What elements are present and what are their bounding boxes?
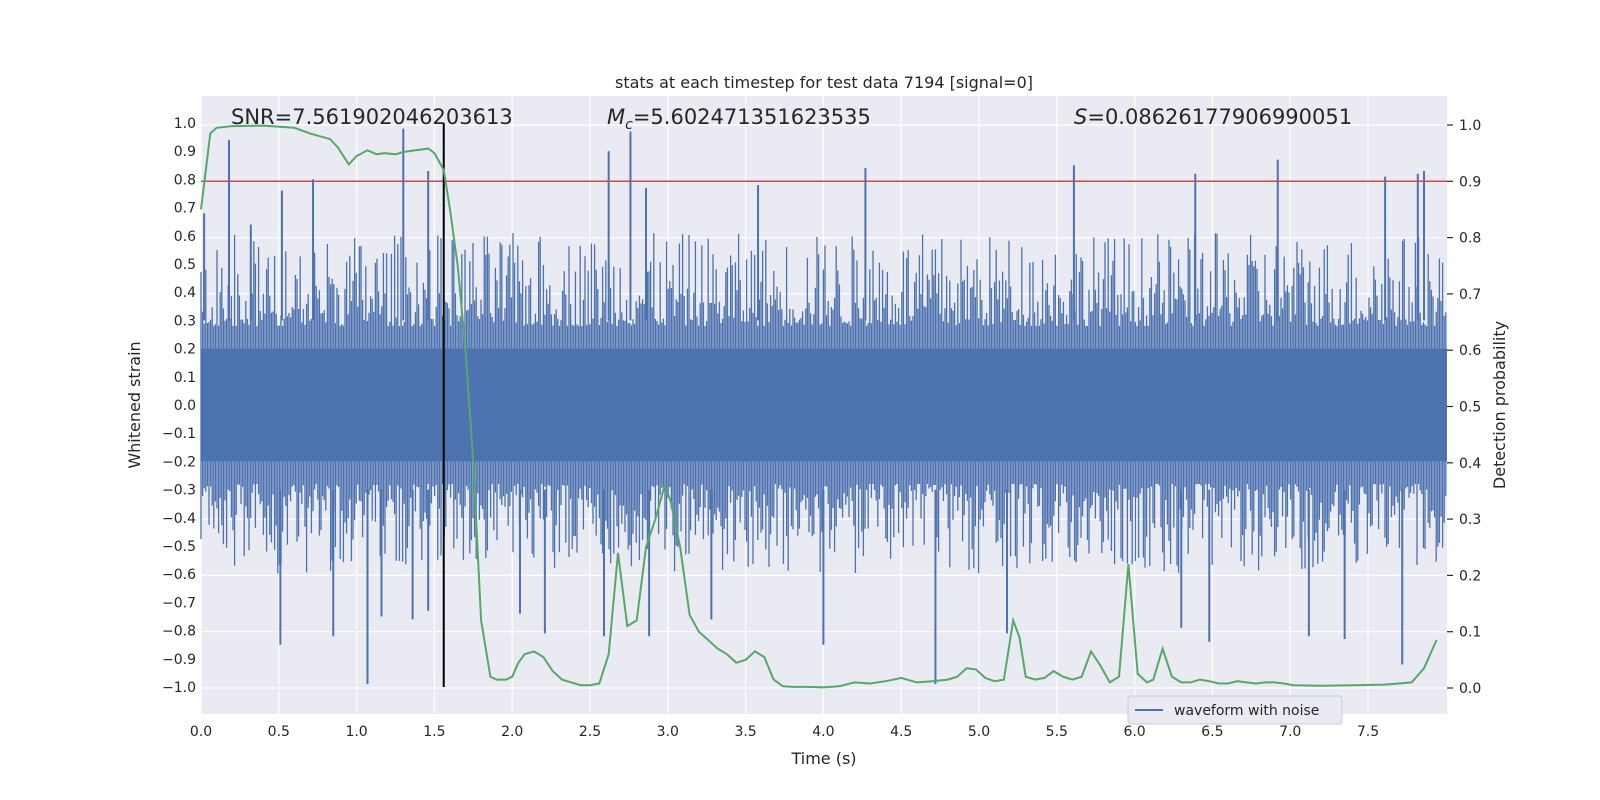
chirp-mass-annotation: Mc=5.602471351623535 xyxy=(607,105,871,133)
s-stat-symbol: S xyxy=(1074,105,1087,129)
y-right-tick-label-9: 0.1 xyxy=(1459,625,1481,641)
y-tick-label-0: 1.0 xyxy=(174,116,196,132)
y-right-tick-label-6: 0.4 xyxy=(1459,456,1481,472)
y-tick-label-8: 0.2 xyxy=(174,342,196,358)
y-right-tick-label-4: 0.6 xyxy=(1459,343,1481,359)
y-tick-label-11: −0.1 xyxy=(162,426,196,442)
x-axis-ticks: 0.0 0.5 1.0 1.5 2.0 2.5 3.0 3.5 4.0 4.5 5.0 5.5 6.0 6… xyxy=(190,724,1379,740)
y-tick-label-13: −0.3 xyxy=(162,483,196,499)
y-right-tick-label-2: 0.8 xyxy=(1459,231,1481,247)
y-tick-label-16: −0.6 xyxy=(162,567,196,583)
x-tick-label-1: 0.5 xyxy=(268,724,290,740)
y-tick-label-12: −0.2 xyxy=(162,454,196,470)
x-tick-label-15: 7.5 xyxy=(1357,724,1379,740)
y-right-axis-label: Detection probability xyxy=(1490,321,1509,489)
x-tick-label-5: 2.5 xyxy=(579,724,601,740)
y-right-tick-label-8: 0.2 xyxy=(1459,568,1481,584)
y-right-tick-label-3: 0.7 xyxy=(1459,287,1481,303)
legend-box xyxy=(1127,695,1343,725)
waveform-series xyxy=(200,128,1447,685)
y-right-tick-label-5: 0.5 xyxy=(1459,400,1481,416)
x-tick-label-4: 2.0 xyxy=(501,724,523,740)
y-right-axis-ticks: 1.0 0.9 0.8 0.7 0.6 0.5 0.4 0.3 0.2 0.1 0.0 xyxy=(1447,118,1481,697)
legend: waveform with noise xyxy=(1127,695,1343,725)
snr-annotation: SNR=7.561902046203613 xyxy=(231,105,513,129)
s-stat-value: =0.08626177906990051 xyxy=(1087,105,1352,129)
y-tick-label-4: 0.6 xyxy=(174,229,196,245)
detection-probability-line xyxy=(200,124,1438,689)
y-tick-label-17: −0.7 xyxy=(162,595,196,611)
x-tick-label-14: 7.0 xyxy=(1279,724,1301,740)
x-tick-label-11: 5.5 xyxy=(1046,724,1068,740)
y-right-tick-label-7: 0.3 xyxy=(1459,512,1481,528)
x-tick-label-9: 4.5 xyxy=(890,724,912,740)
s-stat-annotation: S=0.08626177906990051 xyxy=(1074,105,1352,129)
y-tick-label-7: 0.3 xyxy=(174,313,196,329)
y-right-tick-label-1: 0.9 xyxy=(1459,174,1481,190)
y-tick-label-3: 0.7 xyxy=(174,201,196,217)
y-tick-label-5: 0.5 xyxy=(174,257,196,273)
x-tick-label-8: 4.0 xyxy=(812,724,834,740)
y-tick-label-2: 0.8 xyxy=(174,172,196,188)
y-tick-label-1: 0.9 xyxy=(174,144,196,160)
y-axis-label: Whitened strain xyxy=(125,341,144,468)
y-axis-ticks: 1.0 0.9 0.8 0.7 0.6 0.5 0.4 0.3 0.2 0.1 0.0 −0.1 −0.… xyxy=(162,116,196,696)
y-tick-label-19: −0.9 xyxy=(162,652,196,668)
y-tick-label-14: −0.4 xyxy=(162,511,196,527)
x-tick-label-10: 5.0 xyxy=(968,724,990,740)
x-tick-label-6: 3.0 xyxy=(657,724,679,740)
x-tick-label-13: 6.5 xyxy=(1201,724,1223,740)
y-tick-label-6: 0.4 xyxy=(174,285,196,301)
chirp-mass-symbol: M xyxy=(607,105,625,129)
y-right-tick-label-10: 0.0 xyxy=(1459,681,1481,697)
y-tick-label-15: −0.5 xyxy=(162,539,196,555)
x-axis-label: Time (s) xyxy=(790,749,856,768)
chirp-mass-subscript: c xyxy=(625,117,633,133)
y-tick-label-9: 0.1 xyxy=(174,370,196,386)
y-tick-label-10: 0.0 xyxy=(174,398,196,414)
y-tick-label-20: −1.0 xyxy=(162,680,196,696)
legend-label: waveform with noise xyxy=(1174,703,1319,719)
y-tick-label-18: −0.8 xyxy=(162,624,196,640)
x-tick-label-2: 1.0 xyxy=(345,724,367,740)
x-tick-label-0: 0.0 xyxy=(190,724,212,740)
x-tick-label-12: 6.0 xyxy=(1123,724,1145,740)
y-right-tick-label-0: 1.0 xyxy=(1459,118,1481,134)
x-tick-label-3: 1.5 xyxy=(423,724,445,740)
x-tick-label-7: 3.5 xyxy=(734,724,756,740)
waveform-noise xyxy=(200,233,1447,574)
chart-title: stats at each timestep for test data 719… xyxy=(615,73,1033,92)
chirp-mass-value: =5.602471351623535 xyxy=(633,105,871,129)
